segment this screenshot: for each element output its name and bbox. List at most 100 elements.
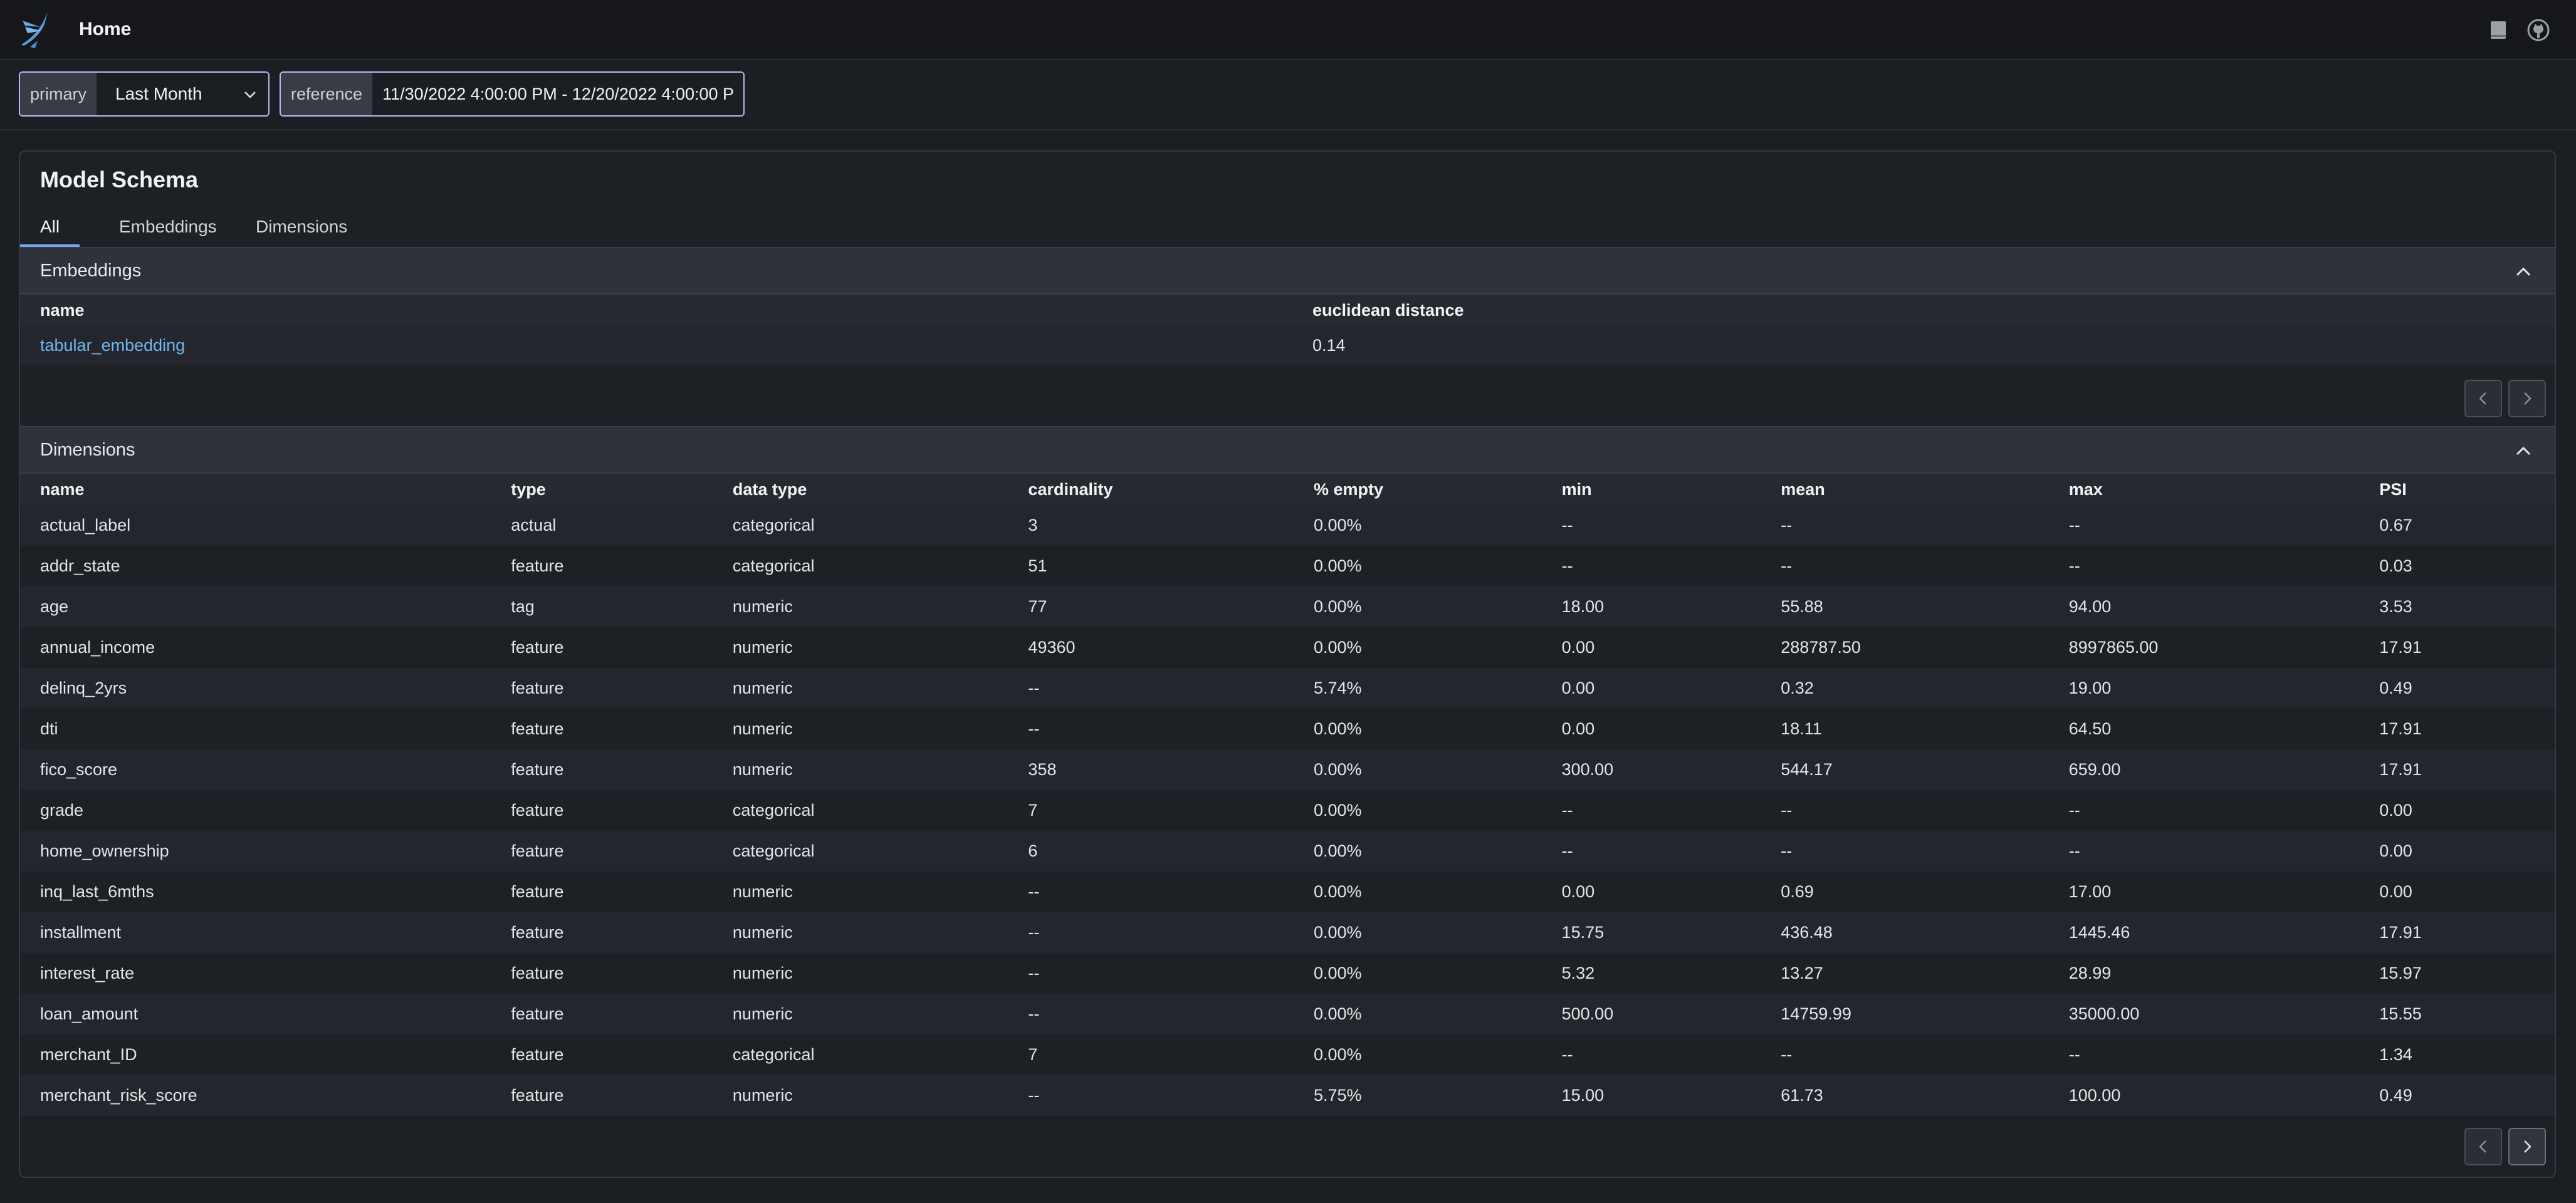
cell-psi: 0.67 [2359, 505, 2555, 546]
cell-mean: -- [1761, 790, 2049, 831]
cell-max: -- [2048, 505, 2360, 546]
primary-time-range-value: Last Month [115, 84, 202, 103]
chevron-up-icon[interactable] [2513, 441, 2533, 461]
cell-psi: 3.53 [2359, 586, 2555, 627]
cell-data-type: numeric [712, 668, 1008, 709]
cell-cardinality: -- [1008, 953, 1294, 994]
cell-type: feature [491, 546, 713, 586]
cell-data-type: categorical [712, 1034, 1008, 1075]
table-header-row: name euclidean distance [20, 294, 2555, 326]
cell-psi: 17.91 [2359, 749, 2555, 790]
table-header-row: name type data type cardinality% empty min me… [20, 474, 2555, 505]
tab-embeddings[interactable]: Embeddings [119, 217, 217, 236]
chevron-up-icon[interactable] [2513, 262, 2533, 282]
previous-page-button[interactable] [2464, 380, 2502, 417]
chevron-left-icon [2479, 392, 2486, 405]
embeddings-section-header[interactable]: Embeddings [20, 247, 2555, 294]
embedding-name-link[interactable]: tabular_embedding [20, 326, 1292, 365]
next-page-button[interactable] [2508, 380, 2546, 417]
dimensions-section-header[interactable]: Dimensions [20, 426, 2555, 474]
cell-percent-empty: 0.00% [1293, 546, 1542, 586]
dimensions-pagination [2464, 1128, 2546, 1165]
cell-name: fico_score [20, 749, 491, 790]
cell-psi: 0.00 [2359, 790, 2555, 831]
bird-logo-icon[interactable] [19, 8, 54, 51]
cell-cardinality: 49360 [1008, 627, 1294, 668]
cell-min: 300.00 [1541, 749, 1761, 790]
cell-mean: 544.17 [1761, 749, 2049, 790]
table-row: fico_score feature numeric 358 0.00% 300.00 54… [20, 749, 2555, 790]
cell-mean: 0.32 [1761, 668, 2049, 709]
cell-psi: 1.34 [2359, 1034, 2555, 1075]
table-row: dti feature numeric -- 0.00% 0.00 18.11 64.50 17… [20, 709, 2555, 749]
cell-mean: -- [1761, 831, 2049, 872]
cell-cardinality: 7 [1008, 790, 1294, 831]
tab-all[interactable]: All [20, 209, 80, 247]
cell-max: 1445.46 [2048, 912, 2360, 953]
cell-min: 500.00 [1541, 994, 1761, 1034]
cell-min: -- [1541, 790, 1761, 831]
cell-name: home_ownership [20, 831, 491, 872]
cell-data-type: numeric [712, 953, 1008, 994]
column-header-name[interactable]: name [20, 474, 491, 505]
card-title: Model Schema [40, 167, 199, 192]
primary-time-range-select[interactable]: Last Month [97, 73, 268, 115]
next-page-button[interactable] [2508, 1128, 2546, 1165]
cell-min: 0.00 [1541, 872, 1761, 912]
table-row: merchant_ID feature categorical 7 0.00% -- -- -… [20, 1034, 2555, 1075]
cell-mean: 288787.50 [1761, 627, 2049, 668]
cell-percent-empty: 0.00% [1293, 994, 1542, 1034]
cell-percent-empty: 0.00% [1293, 586, 1542, 627]
cell-cardinality: -- [1008, 1075, 1294, 1116]
column-header-min[interactable]: min [1541, 474, 1761, 505]
embeddings-pagination [2464, 380, 2546, 417]
cell-percent-empty: 0.00% [1293, 749, 1542, 790]
cell-name: merchant_risk_score [20, 1075, 491, 1116]
embedding-distance-value: 0.14 [1292, 326, 2555, 365]
cell-cardinality: -- [1008, 709, 1294, 749]
previous-page-button[interactable] [2464, 1128, 2502, 1165]
cell-max: -- [2048, 831, 2360, 872]
column-header-euclidean-distance[interactable]: euclidean distance [1292, 294, 2555, 326]
cell-percent-empty: 0.00% [1293, 912, 1542, 953]
cell-max: 94.00 [2048, 586, 2360, 627]
column-header-name[interactable]: name [20, 294, 1292, 326]
cell-data-type: categorical [712, 831, 1008, 872]
embeddings-table: name euclidean distance tabular_embeddin… [20, 294, 2555, 365]
book-icon[interactable] [2486, 18, 2511, 43]
column-header-percent-empty[interactable]: % empty [1293, 474, 1542, 505]
top-nav: Home [0, 0, 2576, 60]
cell-cardinality: -- [1008, 872, 1294, 912]
column-header-mean[interactable]: mean [1761, 474, 2049, 505]
cell-max: -- [2048, 546, 2360, 586]
cell-min: 18.00 [1541, 586, 1761, 627]
cell-max: 100.00 [2048, 1075, 2360, 1116]
github-icon[interactable] [2526, 18, 2551, 43]
cell-percent-empty: 5.74% [1293, 668, 1542, 709]
cell-mean: 18.11 [1761, 709, 2049, 749]
column-header-type[interactable]: type [491, 474, 713, 505]
cell-cardinality: -- [1008, 668, 1294, 709]
tab-dimensions[interactable]: Dimensions [256, 217, 348, 236]
column-header-max[interactable]: max [2048, 474, 2360, 505]
cell-data-type: numeric [712, 912, 1008, 953]
column-header-psi[interactable]: PSI [2359, 474, 2555, 505]
model-schema-card: Model Schema All Embeddings Dimensions E… [19, 150, 2556, 1178]
cell-cardinality: 3 [1008, 505, 1294, 546]
cell-type: feature [491, 994, 713, 1034]
reference-date-range-input[interactable]: 11/30/2022 4:00:00 PM - 12/20/2022 4:00:… [372, 73, 743, 115]
column-header-cardinality[interactable]: cardinality [1008, 474, 1294, 505]
cell-psi: 0.03 [2359, 546, 2555, 586]
cell-name: interest_rate [20, 953, 491, 994]
reference-time-range[interactable]: reference 11/30/2022 4:00:00 PM - 12/20/… [280, 71, 745, 117]
cell-cardinality: 7 [1008, 1034, 1294, 1075]
primary-time-range[interactable]: primary Last Month [19, 71, 270, 117]
cell-type: feature [491, 627, 713, 668]
table-row: loan_amount feature numeric -- 0.00% 500.00 14… [20, 994, 2555, 1034]
cell-mean: -- [1761, 505, 2049, 546]
cell-psi: 17.91 [2359, 627, 2555, 668]
column-header-data-type[interactable]: data type [712, 474, 1008, 505]
cell-data-type: categorical [712, 505, 1008, 546]
cell-name: delinq_2yrs [20, 668, 491, 709]
cell-cardinality: 51 [1008, 546, 1294, 586]
